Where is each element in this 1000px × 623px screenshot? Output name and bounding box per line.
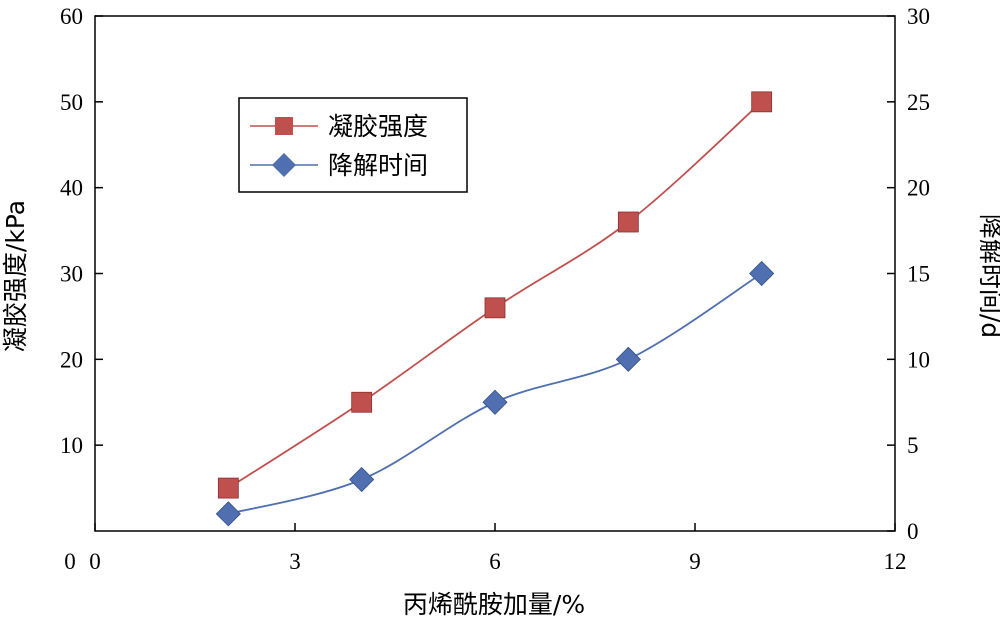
x-tick-label: 9 <box>689 549 701 574</box>
y2-tick-label: 30 <box>907 4 930 29</box>
marker-strength-2 <box>484 297 506 319</box>
legend-marker-0 <box>275 117 293 135</box>
legend-label-1: 降解时间 <box>328 151 428 180</box>
y2-tick-label: 25 <box>907 90 930 115</box>
marker-degradation-0 <box>215 501 241 527</box>
y2-tick-label: 0 <box>907 519 919 544</box>
x-axis-title: 丙烯酰胺加量/% <box>403 590 585 619</box>
y2-axis-title: 降解时间/d <box>976 214 1000 338</box>
x-tick-label: 3 <box>289 549 301 574</box>
marker-strength-1 <box>351 391 373 413</box>
y2-tick-label: 20 <box>907 176 930 201</box>
y-tick-label: 10 <box>60 433 83 458</box>
y2-ticks: 0 5 10 15 20 25 30 <box>887 4 930 544</box>
y-tick-label: 20 <box>60 347 83 372</box>
y2-tick-label: 10 <box>907 347 930 372</box>
marker-degradation-4 <box>749 260 775 287</box>
axes <box>94 15 896 532</box>
y-tick-label: 30 <box>60 262 83 287</box>
legend-box <box>238 97 468 193</box>
x-tick-label: 6 <box>489 549 501 574</box>
y-tick-label: 60 <box>60 4 83 29</box>
marker-strength-0 <box>217 477 239 499</box>
marker-strength-4 <box>751 91 773 113</box>
x-tick-label: 0 <box>89 549 101 574</box>
plot-frame <box>94 15 896 532</box>
x-ticks: 0 3 6 9 12 <box>89 523 907 574</box>
y2-tick-label: 5 <box>907 433 919 458</box>
series-markers <box>215 91 775 527</box>
legend-label-0: 凝胶强度 <box>328 112 428 141</box>
y-tick-label: 40 <box>60 176 83 201</box>
x-tick-label: 12 <box>884 549 907 574</box>
marker-degradation-2 <box>482 389 508 415</box>
marker-degradation-3 <box>615 346 641 372</box>
marker-degradation-1 <box>349 466 375 493</box>
legend-marker-1 <box>272 153 296 177</box>
y-tick-label-zero: 0 <box>64 549 76 574</box>
y2-tick-label: 15 <box>907 262 930 287</box>
marker-strength-3 <box>617 211 639 233</box>
y-axis-title: 凝胶强度/kPa <box>1 200 30 352</box>
y-tick-label: 50 <box>60 90 83 115</box>
legend: 凝胶强度 降解时间 <box>238 97 468 193</box>
y-ticks: 10 20 30 40 50 60 0 <box>60 4 103 574</box>
